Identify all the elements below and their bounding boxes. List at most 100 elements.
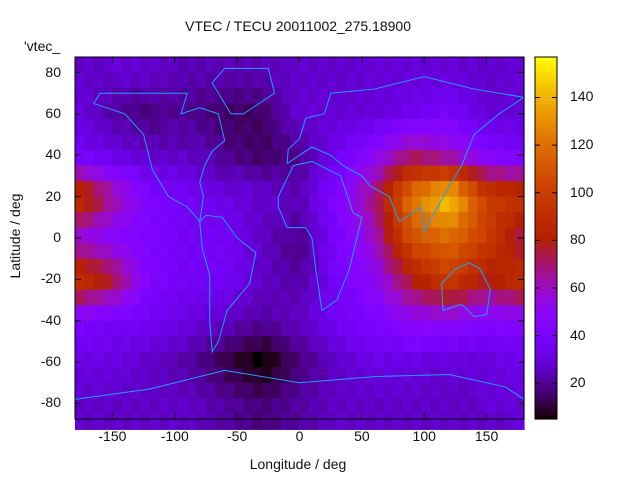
heatmap-cell xyxy=(514,196,525,213)
heatmap-cell xyxy=(168,103,179,120)
heatmap-cell xyxy=(458,165,469,182)
heatmap-cell xyxy=(336,88,347,105)
heatmap-cell xyxy=(234,119,244,136)
heatmap-cell xyxy=(495,367,506,384)
heatmap-cell xyxy=(215,351,226,368)
heatmap-cell xyxy=(430,72,441,89)
heatmap-cell xyxy=(290,320,301,337)
heatmap-cell xyxy=(252,351,263,368)
heatmap-cell xyxy=(103,243,114,260)
heatmap-cell xyxy=(318,227,329,244)
heatmap-cell xyxy=(449,134,460,151)
heatmap-cell xyxy=(112,258,123,275)
heatmap-cell xyxy=(93,413,104,430)
heatmap-cell xyxy=(290,274,301,291)
heatmap-cell xyxy=(168,336,179,353)
heatmap-cell xyxy=(205,72,216,89)
heatmap-cell xyxy=(346,119,357,136)
heatmap-cell xyxy=(121,367,132,384)
heatmap-cell xyxy=(84,398,95,415)
colorbar-segment xyxy=(535,136,557,141)
heatmap-cell xyxy=(421,413,432,430)
heatmap-cell xyxy=(234,227,244,244)
colorbar-segment xyxy=(535,176,557,181)
colorbar-segment xyxy=(535,180,557,185)
heatmap-cell xyxy=(514,413,525,430)
heatmap-cell xyxy=(505,227,516,244)
heatmap-cell xyxy=(449,274,460,291)
heatmap-cell xyxy=(421,134,432,151)
heatmap-cell xyxy=(299,289,310,306)
heatmap-cell xyxy=(205,367,216,384)
heatmap-cell xyxy=(421,212,432,229)
heatmap-cell xyxy=(486,88,497,105)
heatmap-cell xyxy=(234,243,244,260)
colorbar-segment xyxy=(535,165,557,170)
heatmap-cell xyxy=(439,227,450,244)
heatmap-cell xyxy=(486,57,497,74)
heatmap-cell xyxy=(121,351,132,368)
heatmap-cell xyxy=(252,227,263,244)
heatmap-cell xyxy=(308,88,319,105)
heatmap-cell xyxy=(458,258,469,275)
heatmap-cell xyxy=(131,134,142,151)
heatmap-cell xyxy=(196,57,207,74)
heatmap-cell xyxy=(439,258,450,275)
heatmap-cell xyxy=(495,413,506,430)
heatmap-cell xyxy=(449,103,460,120)
heatmap-cell xyxy=(280,351,291,368)
heatmap-cell xyxy=(149,243,160,260)
heatmap-cell xyxy=(467,382,478,399)
heatmap-cell xyxy=(467,134,478,151)
heatmap-cell xyxy=(224,88,235,105)
colorbar-segment xyxy=(535,382,557,388)
heatmap-cell xyxy=(364,243,375,260)
heatmap-cell xyxy=(196,336,207,353)
heatmap-cell xyxy=(131,258,142,275)
heatmap-cell xyxy=(262,227,273,244)
heatmap-cell xyxy=(458,367,469,384)
colorbar-segment xyxy=(535,259,557,264)
heatmap-cell xyxy=(346,320,357,337)
colorbar-border xyxy=(534,56,558,420)
colorbar-segment xyxy=(535,375,557,380)
heatmap-cell xyxy=(327,243,338,260)
heatmap-cell xyxy=(495,181,506,198)
heatmap-cell xyxy=(477,103,488,120)
colorbar-segment xyxy=(535,238,557,243)
heatmap-cell xyxy=(318,336,329,353)
heatmap-cell xyxy=(439,134,450,151)
heatmap-cell xyxy=(421,181,432,198)
heatmap-cell xyxy=(262,165,273,182)
heatmap-cell xyxy=(224,134,235,151)
heatmap-cell xyxy=(439,72,450,89)
heatmap-cell xyxy=(262,88,273,105)
heatmap-cell xyxy=(411,150,422,167)
heatmap-cell xyxy=(318,119,329,136)
heatmap-cell xyxy=(234,274,244,291)
heatmap-cell xyxy=(439,274,450,291)
heatmap-cell xyxy=(458,382,469,399)
heatmap-cell xyxy=(140,150,151,167)
heatmap-cell xyxy=(439,305,450,322)
heatmap-cell xyxy=(355,119,366,136)
heatmap-cell xyxy=(374,103,385,120)
heatmap-cell xyxy=(505,413,516,430)
heatmap-cell xyxy=(234,196,244,213)
heatmap-cell xyxy=(355,134,366,151)
heatmap-cell xyxy=(364,258,375,275)
heatmap-cell xyxy=(121,88,132,105)
heatmap-cell xyxy=(383,88,394,105)
heatmap-cell xyxy=(290,212,301,229)
heatmap-cell xyxy=(495,88,506,105)
heatmap-cell xyxy=(177,103,188,120)
heatmap-cell xyxy=(187,413,198,430)
heatmap-cell xyxy=(103,289,114,306)
colorbar-segment xyxy=(535,256,557,261)
heatmap-cell xyxy=(505,351,516,368)
colorbar-segment xyxy=(535,198,557,203)
heatmap-cell xyxy=(159,119,170,136)
heatmap-cell xyxy=(346,398,357,415)
heatmap-cell xyxy=(75,196,85,213)
heatmap-cell xyxy=(177,398,188,415)
